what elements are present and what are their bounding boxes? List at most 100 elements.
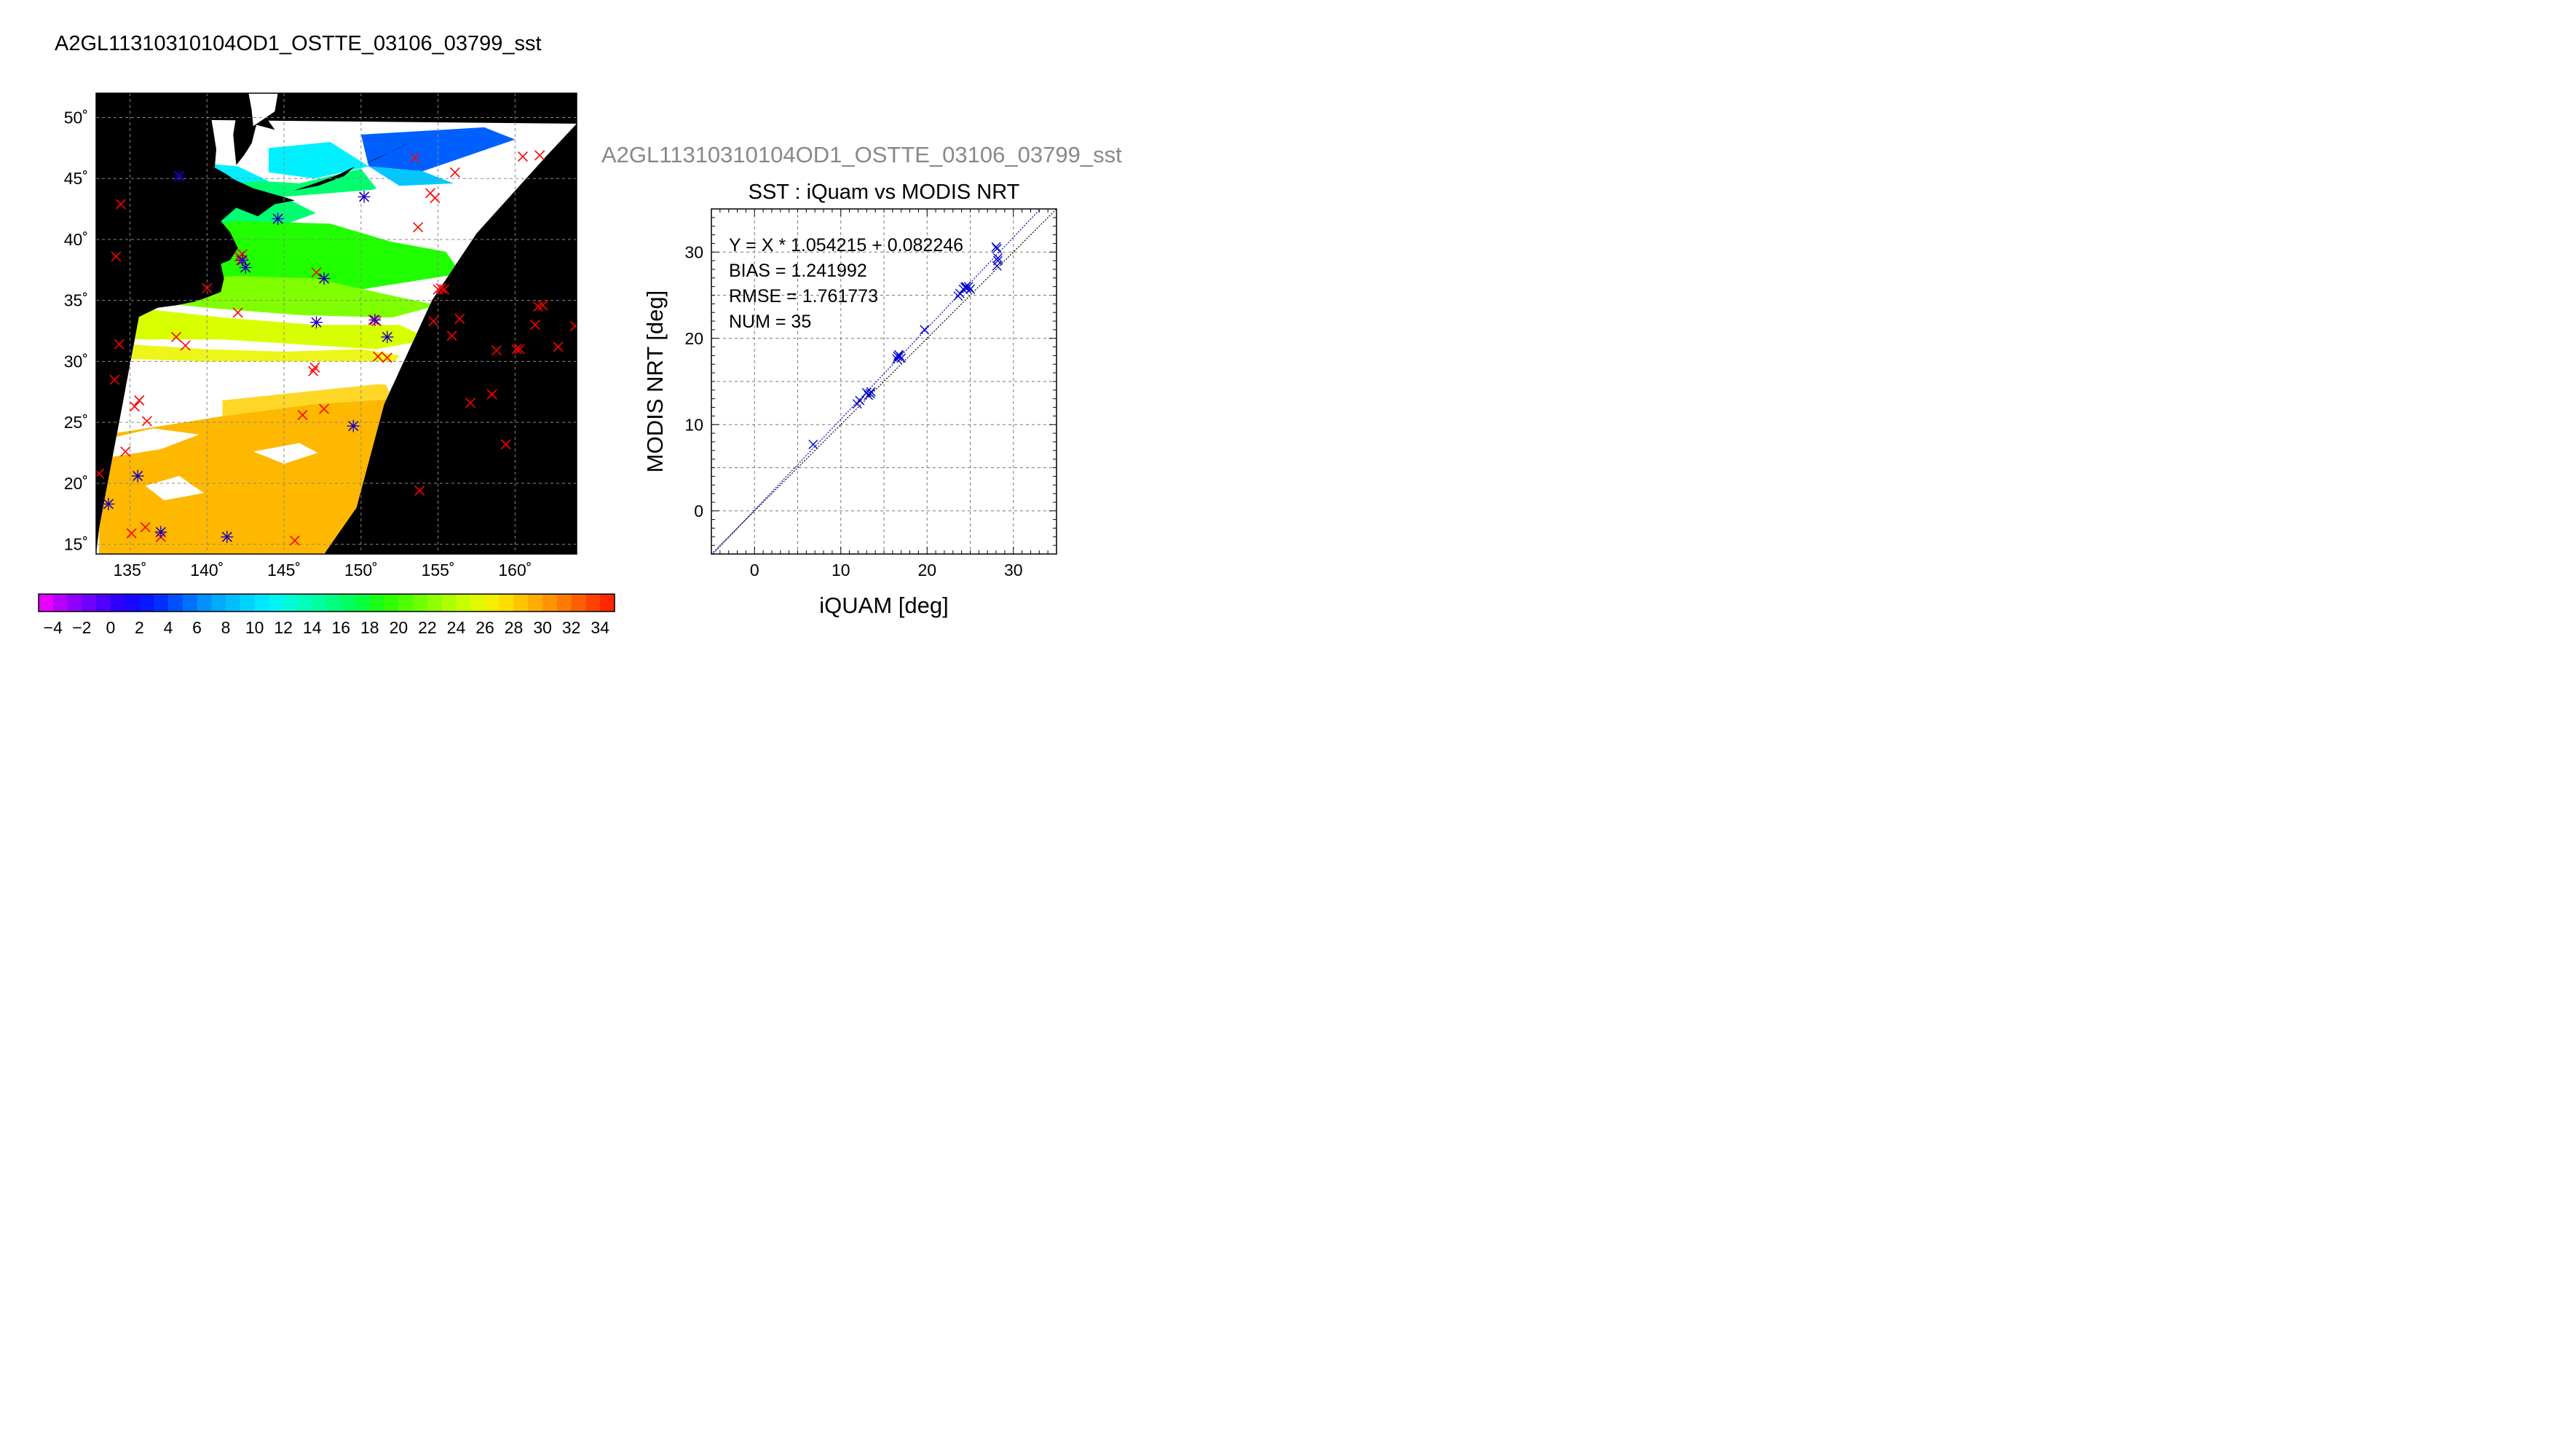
colorbar-cell	[197, 594, 212, 612]
scatter-stat-annotation: RMSE = 1.761773	[729, 286, 878, 306]
map-iquam-point	[529, 320, 540, 331]
scatter-point	[953, 291, 963, 301]
scatter-data-area	[711, 209, 1057, 554]
scatter-point	[992, 253, 1003, 264]
map-y-tick-label: 50˚	[64, 108, 88, 127]
colorbar-cell	[499, 594, 515, 612]
colorbar-cell	[470, 594, 486, 612]
map-iquam-point	[534, 150, 545, 161]
scatter-y-tick-label: 30	[684, 242, 703, 261]
scatter-point	[808, 440, 818, 449]
map-iquam-point	[96, 468, 105, 479]
colorbar-cell	[542, 594, 558, 612]
scatter-point	[866, 387, 876, 397]
colorbar-cell	[398, 594, 414, 612]
cloud-patch-south2	[145, 475, 205, 501]
map-iquam-point	[311, 267, 322, 278]
colorbar-cell	[456, 594, 471, 612]
map-x-tick-label: 145˚	[267, 561, 301, 579]
colorbar-tick-label: 30	[533, 618, 552, 637]
colorbar-cell	[556, 594, 572, 612]
map-axes: 135˚ 140˚ 145˚ 150˚ 155˚ 160˚ 15˚ 20˚ 25˚ 30˚ 35˚ 4…	[64, 92, 577, 579]
map-matchup-point	[239, 261, 252, 274]
sst-band-north-cool	[368, 166, 454, 186]
colorbar-tick-label: 8	[221, 618, 231, 637]
colorbar-cell	[485, 594, 500, 612]
map-matchup-point	[102, 497, 115, 510]
map-iquam-point	[141, 416, 152, 427]
colorbar-tick-label: 26	[475, 618, 494, 637]
sst-map-chart: 135˚ 140˚ 145˚ 150˚ 155˚ 160˚ 15˚ 20˚ 25˚ 30˚ 35˚ 4…	[38, 92, 615, 637]
cloud-band-27n	[99, 361, 400, 398]
map-frame	[95, 92, 577, 555]
map-iquam-point	[129, 401, 140, 412]
colorbar-tick-label: 16	[331, 618, 350, 637]
colorbar-cell	[369, 594, 385, 612]
colorbar-cell	[139, 594, 154, 612]
map-matchup-point	[381, 331, 394, 344]
map-y-tick-label: 40˚	[64, 230, 88, 249]
colorbar-tick-label: −2	[72, 618, 91, 637]
map-iquam-point	[413, 222, 424, 233]
scatter-y-tick-label: 10	[684, 415, 703, 434]
colorbar-tick-label: 22	[418, 618, 437, 637]
colorbar-cell	[326, 594, 341, 612]
map-y-tick-label: 20˚	[64, 474, 88, 493]
map-x-tick-label: 140˚	[190, 561, 224, 579]
map-iquam-point	[232, 307, 243, 318]
map-iquam-point	[435, 282, 446, 294]
colorbar-cell	[226, 594, 241, 612]
colorbar-tick-label: 24	[447, 618, 466, 637]
map-y-tick-label: 25˚	[64, 413, 88, 432]
colorbar-cell	[110, 594, 126, 612]
colorbar-tick-label: 34	[591, 618, 609, 637]
map-iquam-point	[308, 365, 319, 376]
colorbar-tick-label: 0	[106, 618, 115, 637]
scatter-point	[855, 395, 865, 405]
map-iquam-point	[134, 395, 145, 406]
map-x-tick-label: 135˚	[114, 561, 147, 579]
scatter-point	[920, 325, 930, 335]
colorbar-cell	[413, 594, 428, 612]
map-iquam-point	[537, 300, 548, 311]
scatter-stat-annotation: Y = X * 1.054215 + 0.082246	[729, 235, 963, 256]
fit-line	[712, 209, 1041, 554]
colorbar-cell	[240, 594, 256, 612]
colorbar-cell	[341, 594, 356, 612]
scatter-point	[992, 244, 1002, 254]
map-iquam-point	[500, 439, 511, 450]
sst-band-north-cold	[360, 127, 516, 172]
scatter-y-tick-label: 20	[684, 329, 703, 348]
scatter-point	[965, 284, 975, 294]
map-matchup-point	[310, 316, 323, 329]
map-x-tick-label: 150˚	[344, 561, 378, 579]
map-iquam-point	[114, 339, 125, 350]
colorbar-cell	[283, 594, 299, 612]
map-matchup-point	[347, 419, 360, 432]
land-sakhalin	[230, 93, 275, 165]
colorbar-cell	[211, 594, 226, 612]
map-iquam-point	[428, 316, 439, 327]
scatter-x-tick-label: 30	[1004, 561, 1023, 579]
map-iquam-point	[439, 284, 450, 295]
colorbar-tick-label: 4	[164, 618, 173, 637]
map-iquam-point	[446, 331, 457, 341]
colorbar-tick-label: 12	[274, 618, 293, 637]
colorbar-cell	[39, 594, 54, 612]
map-y-tick-label: 15˚	[64, 535, 88, 554]
map-iquam-point	[454, 313, 465, 324]
figure: A2GL11310310104OD1_OSTTE_03106_03799_sst…	[0, 0, 1142, 651]
map-matchup-point	[173, 170, 186, 183]
colorbar-cell	[585, 594, 601, 612]
map-iquam-point	[126, 528, 137, 539]
colorbar-cell	[297, 594, 313, 612]
map-iquam-point	[449, 167, 460, 178]
cloud-patch-southwest	[99, 428, 200, 459]
map-iquam-point	[382, 352, 392, 363]
map-iquam-point	[569, 320, 577, 331]
map-iquam-point	[109, 374, 120, 385]
colorbar-cell	[441, 594, 457, 612]
scatter-y-tick-label: 0	[694, 502, 703, 521]
map-iquam-point	[514, 344, 525, 355]
sst-band-tropical-edge	[222, 383, 392, 416]
